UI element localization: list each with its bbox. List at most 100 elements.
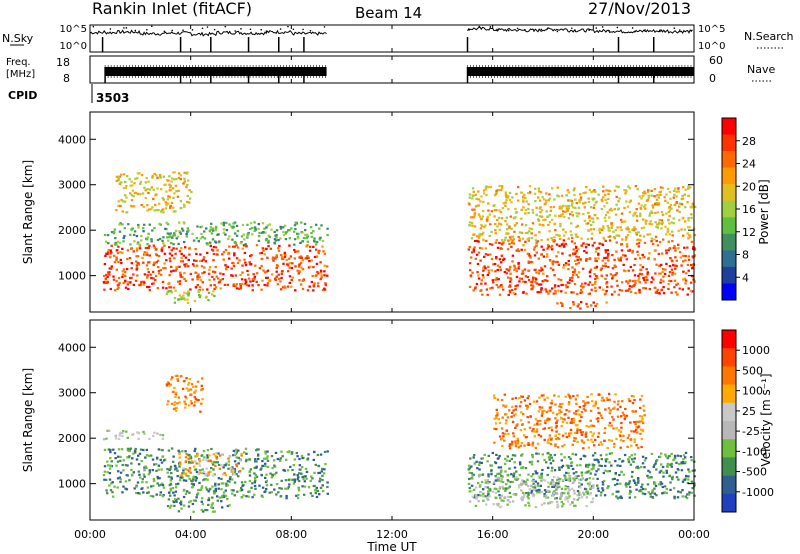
power-cell (590, 223, 593, 227)
power-cell (203, 237, 207, 240)
power-cell (670, 280, 673, 283)
velocity-cell (200, 508, 203, 512)
power-cell (322, 250, 325, 253)
velocity-cell (193, 396, 197, 399)
power-cell (202, 258, 205, 261)
velocity-cell (633, 438, 636, 441)
power-cell (692, 246, 695, 249)
velocity-cell (506, 499, 509, 502)
velocity-cell (120, 431, 124, 435)
power-cell (477, 213, 481, 216)
power-cell (207, 272, 211, 275)
velocity-cell (556, 505, 560, 508)
power-cell (261, 222, 265, 225)
velocity-cell (189, 461, 193, 464)
power-cell (496, 219, 499, 222)
power-cell (119, 204, 122, 208)
velocity-cell (194, 479, 198, 482)
power-cell (572, 206, 575, 209)
power-cell (139, 284, 142, 287)
velocity-cell (265, 484, 269, 487)
velocity-cell (229, 476, 232, 479)
power-cell (690, 216, 693, 219)
power-cell (510, 241, 514, 244)
velocity-cell (662, 471, 665, 474)
velocity-cell (152, 434, 155, 438)
velocity-cell (567, 496, 570, 499)
velocity-cell (549, 453, 552, 457)
power-cell (582, 212, 585, 216)
power-cell (468, 196, 471, 199)
velocity-cell (680, 461, 683, 464)
power-cell (620, 281, 624, 284)
velocity-colorbar-tick-label: -1000 (742, 486, 774, 499)
velocity-cell (500, 398, 504, 402)
velocity-cell (646, 474, 649, 477)
velocity-cell (476, 467, 479, 470)
velocity-cell (558, 485, 561, 488)
power-cell (517, 186, 520, 189)
power-cell (173, 301, 177, 304)
velocity-cell (577, 478, 581, 481)
velocity-cell (526, 484, 530, 488)
velocity-cell (250, 486, 253, 489)
velocity-cell (518, 405, 522, 408)
velocity-cell (160, 468, 163, 471)
power-cell (167, 236, 170, 239)
velocity-cell (297, 487, 300, 490)
velocity-cell (235, 456, 238, 459)
power-cell (242, 233, 245, 236)
power-cell (471, 208, 474, 211)
power-cell (230, 225, 233, 228)
velocity-cell (543, 410, 546, 413)
velocity-cell (247, 495, 250, 498)
power-cell (221, 253, 224, 256)
velocity-cell (176, 374, 179, 377)
power-cell (241, 282, 244, 285)
velocity-cell (130, 473, 134, 476)
power-cell (492, 263, 495, 266)
power-cell (179, 178, 182, 181)
velocity-cell (561, 421, 565, 424)
power-ylabel: Slant Range [km] (21, 160, 35, 264)
power-cell (535, 244, 538, 247)
power-cell (243, 251, 247, 255)
power-cell (638, 272, 642, 275)
velocity-cell (206, 454, 209, 457)
power-cell (187, 179, 190, 182)
power-cell (669, 203, 673, 206)
power-cell (476, 271, 479, 274)
velocity-cell (608, 439, 611, 442)
power-cell (601, 259, 604, 262)
power-cell (215, 253, 218, 256)
power-cell (131, 189, 135, 192)
velocity-cell (168, 491, 171, 494)
velocity-cell (633, 398, 636, 402)
velocity-cell (588, 483, 591, 486)
power-cell (551, 261, 554, 264)
power-cell (144, 246, 148, 250)
velocity-cell (303, 485, 307, 488)
power-cell (655, 198, 659, 201)
velocity-cell (611, 416, 614, 419)
velocity-cell (677, 490, 680, 493)
power-cell (122, 268, 126, 271)
power-cell (672, 246, 675, 250)
velocity-cell (195, 477, 198, 480)
velocity-cell (496, 472, 499, 475)
velocity-cell (258, 484, 261, 487)
power-cell (653, 286, 656, 289)
velocity-cell (324, 463, 327, 466)
velocity-cell (555, 422, 558, 425)
power-cell (515, 222, 518, 225)
velocity-cell (604, 469, 607, 472)
velocity-cell (174, 498, 177, 501)
power-cell (524, 212, 527, 215)
power-cell (248, 261, 251, 264)
velocity-cell (616, 403, 620, 406)
nsearch-point (201, 27, 204, 30)
power-cell (132, 283, 135, 286)
velocity-cell (619, 482, 622, 485)
velocity-cell (644, 488, 647, 491)
power-cell (306, 233, 309, 236)
